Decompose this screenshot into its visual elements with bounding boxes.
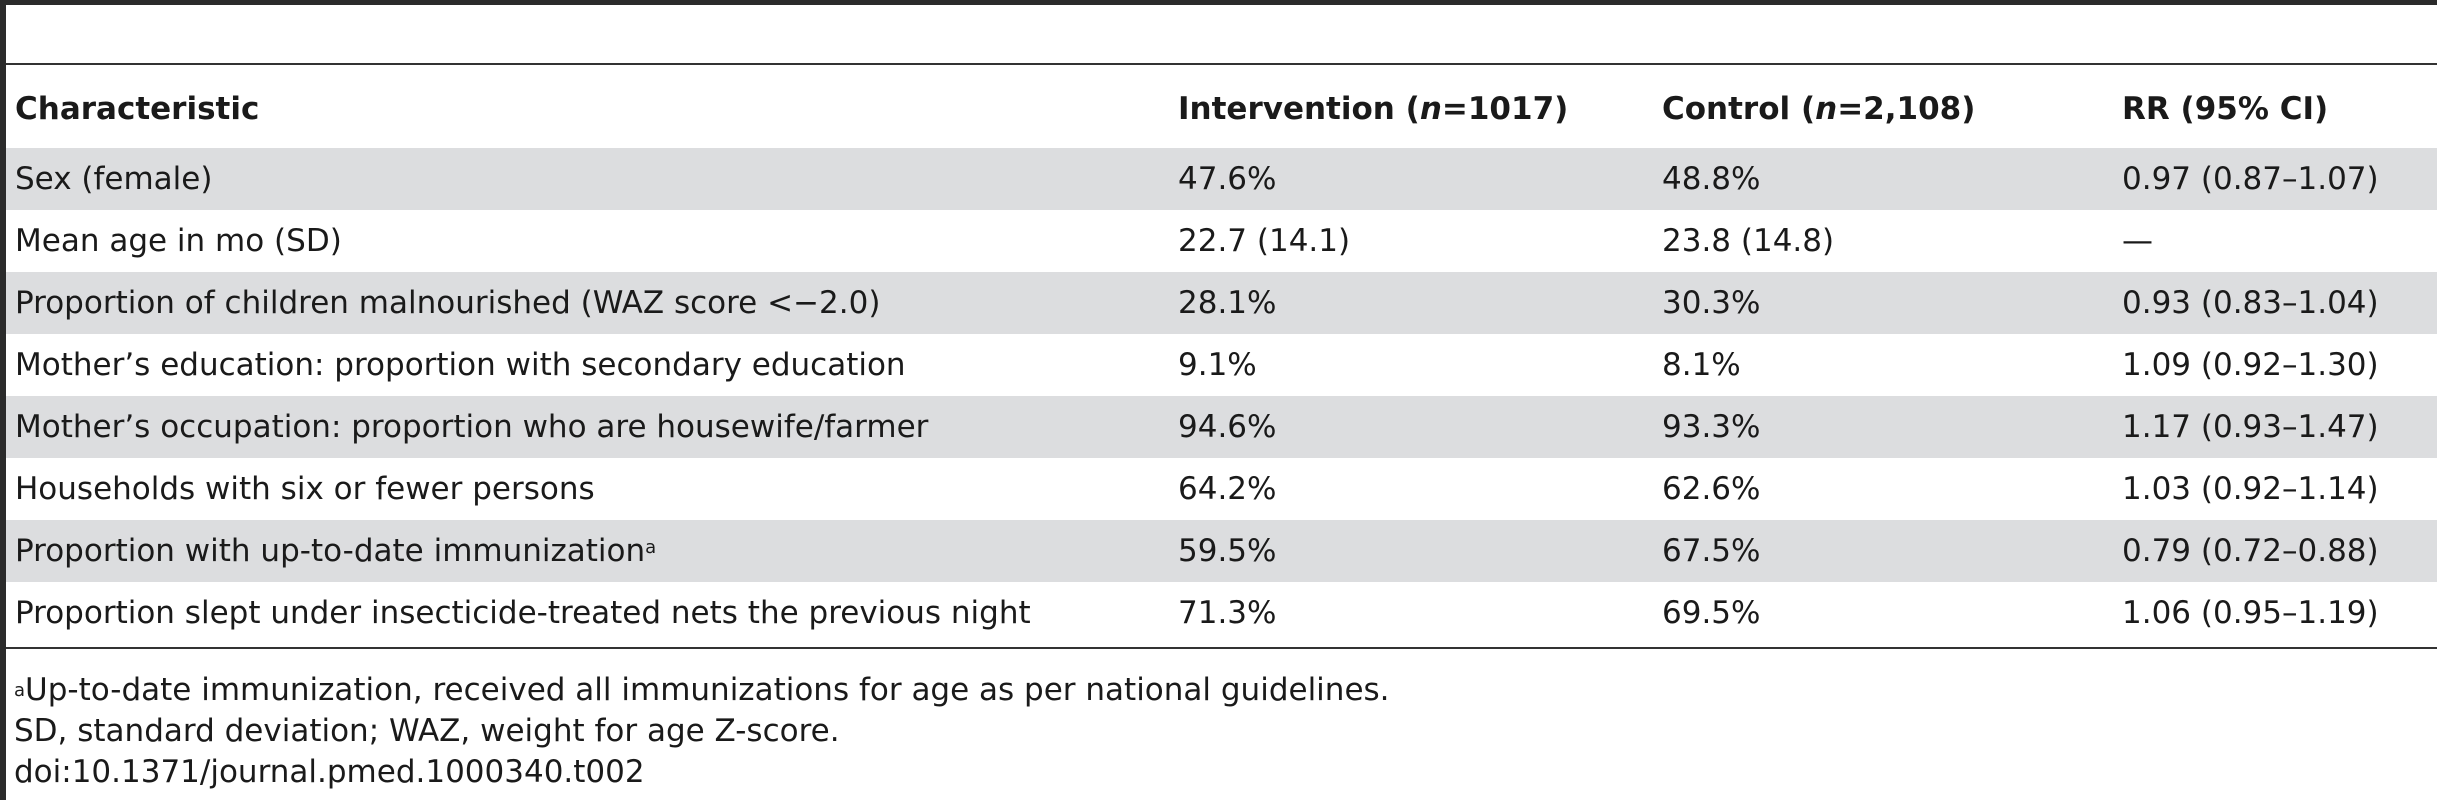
table-header-row: Characteristic Intervention (n =1017) Con… (6, 65, 2437, 148)
header-intervention-suffix: =1017) (1441, 90, 1569, 127)
cell-control: 62.6% (1662, 471, 1761, 507)
header-control: Control (n =2,108) (1662, 65, 1975, 148)
cell-intervention: 9.1% (1178, 347, 1257, 383)
table-row: Mother’s occupation: proportion who are … (6, 396, 2437, 458)
cell-control: 8.1% (1662, 347, 1741, 383)
cell-rr: 1.03 (0.92–1.14) (2122, 471, 2379, 507)
cell-control: 23.8 (14.8) (1662, 223, 1835, 259)
cell-rr: 1.17 (0.93–1.47) (2122, 409, 2379, 445)
table-footnotes: aUp-to-date immunization, received all i… (14, 670, 1390, 793)
cell-intervention: 94.6% (1178, 409, 1277, 445)
cell-rr: 1.06 (0.95–1.19) (2122, 595, 2379, 631)
table-bottom-rule (6, 647, 2437, 649)
cell-intervention: 47.6% (1178, 161, 1277, 197)
footnote-marker-a: a (645, 536, 657, 558)
cell-control: 30.3% (1662, 285, 1761, 321)
left-border (0, 0, 6, 800)
cell-characteristic: Sex (female) (15, 161, 213, 197)
cell-characteristic: Proportion slept under insecticide-treat… (15, 595, 1031, 631)
table-top-rule (6, 63, 2437, 65)
cell-rr: 0.97 (0.87–1.07) (2122, 161, 2379, 197)
header-control-prefix: Control ( (1662, 90, 1816, 127)
cell-rr: — (2122, 223, 2153, 259)
cell-control: 93.3% (1662, 409, 1761, 445)
header-intervention-n: n (1419, 90, 1442, 127)
cell-intervention: 59.5% (1178, 533, 1277, 569)
header-intervention-prefix: Intervention ( (1178, 90, 1420, 127)
cell-characteristic: Households with six or fewer persons (15, 471, 595, 507)
header-characteristic: Characteristic (15, 90, 260, 127)
cell-intervention: 22.7 (14.1) (1178, 223, 1351, 259)
cell-rr: 1.09 (0.92–1.30) (2122, 347, 2379, 383)
footnote-doi: doi:10.1371/journal.pmed.1000340.t002 (14, 754, 645, 790)
header-intervention: Intervention (n =1017) (1178, 65, 1568, 148)
cell-rr: 0.79 (0.72–0.88) (2122, 533, 2379, 569)
table-row: Proportion slept under insecticide-treat… (6, 582, 2437, 644)
cell-characteristic-text: Proportion with up-to-date immunization (15, 533, 646, 569)
data-table: Characteristic Intervention (n =1017) Con… (6, 65, 2437, 644)
table-row: Households with six or fewer persons 64.… (6, 458, 2437, 520)
cell-intervention: 71.3% (1178, 595, 1277, 631)
cell-characteristic: Mother’s occupation: proportion who are … (15, 409, 929, 445)
header-rr: RR (95% CI) (2122, 90, 2329, 127)
cell-control: 48.8% (1662, 161, 1761, 197)
table-row: Proportion of children malnourished (WAZ… (6, 272, 2437, 334)
top-border (0, 0, 2437, 5)
cell-characteristic: Proportion with up-to-date immunization a (15, 520, 656, 582)
table-row: Mother’s education: proportion with seco… (6, 334, 2437, 396)
header-control-n: n (1815, 90, 1838, 127)
table-row: Mean age in mo (SD) 22.7 (14.1) 23.8 (14… (6, 210, 2437, 272)
footnote-abbreviations: SD, standard deviation; WAZ, weight for … (14, 713, 840, 749)
cell-intervention: 64.2% (1178, 471, 1277, 507)
cell-characteristic: Mean age in mo (SD) (15, 223, 342, 259)
header-control-suffix: =2,108) (1837, 90, 1976, 127)
cell-rr: 0.93 (0.83–1.04) (2122, 285, 2379, 321)
cell-control: 69.5% (1662, 595, 1761, 631)
cell-characteristic: Mother’s education: proportion with seco… (15, 347, 906, 383)
table-row: Sex (female) 47.6% 48.8% 0.97 (0.87–1.07… (6, 148, 2437, 210)
footnote-a: aUp-to-date immunization, received all i… (14, 670, 1390, 711)
table-row: Proportion with up-to-date immunization a… (6, 520, 2437, 582)
footnote-a-marker: a (14, 680, 26, 701)
footnote-a-text: Up-to-date immunization, received all im… (25, 672, 1390, 708)
cell-intervention: 28.1% (1178, 285, 1277, 321)
cell-control: 67.5% (1662, 533, 1761, 569)
cell-characteristic: Proportion of children malnourished (WAZ… (15, 285, 881, 321)
